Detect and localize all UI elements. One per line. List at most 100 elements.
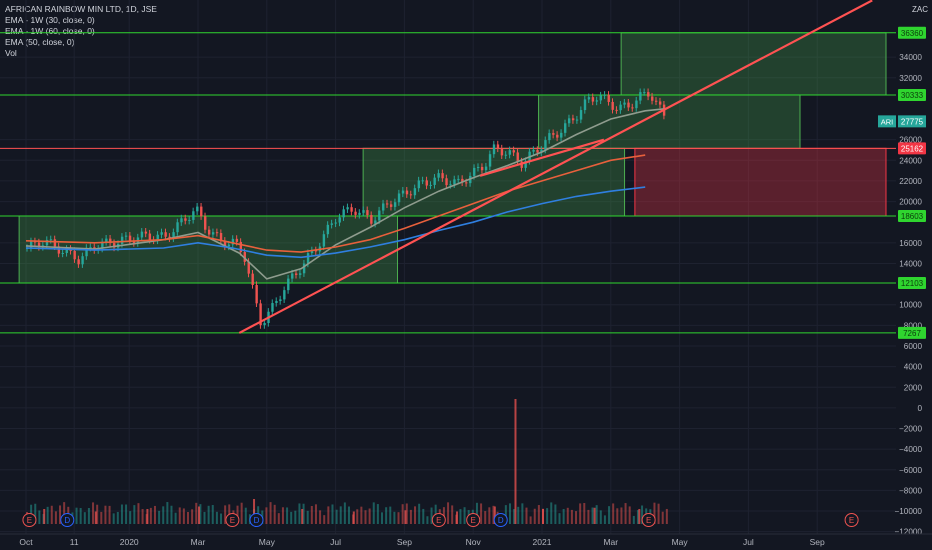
volume-bar [493,506,496,524]
candle-body [643,92,646,94]
candle-body [259,303,262,326]
volume-bar [38,510,41,524]
volume-bar [480,503,483,524]
volume-bar [603,515,606,524]
candle-body [599,95,603,101]
symbol-title[interactable]: AFRICAN RAINBOW MIN LTD, 1D, JSE [5,4,157,14]
candle-body [405,190,409,195]
candle-body [647,92,650,97]
ema-50-indicator[interactable]: EMA (50, close, 0) [5,37,75,47]
candle-body [579,110,583,120]
time-tick-label: Mar [603,537,618,547]
volume-bar [364,510,367,524]
volume-bar [620,507,623,524]
price-tick-label: 22000 [899,177,922,186]
candle-body [49,239,53,241]
volume-bar [146,509,149,524]
volume-bar [281,507,284,524]
chart-legend: AFRICAN RAINBOW MIN LTD, 1D, JSE EMA - 1… [5,4,157,59]
volume-bar [339,506,342,524]
volume-bar [186,511,189,524]
volume-bar [492,505,495,524]
earnings-event-icon[interactable] [225,513,240,527]
price-tick-label: 34000 [899,53,922,62]
volume-bar [158,510,161,524]
candle-body [393,202,397,207]
candle-body [552,133,555,135]
trendline[interactable] [479,138,605,177]
volume-bar [661,511,664,524]
volume-bar [133,505,136,524]
price-tick-label: 20000 [899,198,922,207]
earnings-event-icon[interactable] [844,513,859,527]
candle-body [192,211,195,220]
candle-body [540,149,543,153]
volume-bar [401,504,404,524]
trendline[interactable] [238,0,873,334]
earnings-event-icon[interactable] [22,513,37,527]
volume-bar [79,508,82,524]
level-price-label: 25162 [901,144,924,153]
volume-bar [533,508,536,524]
volume-bar [46,506,49,524]
candle-body [322,234,326,247]
volume-bar [335,509,338,524]
volume-bar [405,503,408,524]
candle-body [560,132,563,138]
candle-body [433,177,436,185]
volume-bar [608,506,611,524]
dividend-event-icon[interactable] [60,513,75,527]
candle-body [65,248,68,253]
event-marker-label: E [230,516,235,525]
volume-bar [638,509,641,524]
candle-body [449,184,452,186]
volume-bar [191,509,194,524]
candle-body [330,223,334,225]
earnings-event-icon[interactable] [431,513,446,527]
candle-body [200,206,203,217]
volume-bar [389,506,392,524]
volume-bar [579,503,582,524]
candle-body [176,222,179,233]
volume-bar [92,502,95,524]
candle-body [346,207,349,210]
candle-body [445,178,448,186]
volume-bar [447,502,450,524]
volume-bar [554,504,557,524]
volume-bar [488,507,491,524]
volume-bar [537,505,540,524]
candle-body [480,166,484,171]
volume-bar [87,507,90,524]
candle-body [484,166,488,171]
ema-30-indicator[interactable]: EMA - 1W (30, close, 0) [5,15,95,25]
earnings-event-icon[interactable] [466,513,481,527]
candle-body [461,178,464,183]
candle-body [421,180,424,182]
candle-body [429,184,432,186]
dividend-event-icon[interactable] [249,513,264,527]
dividend-event-icon[interactable] [493,513,508,527]
candle-body [587,97,591,100]
volume-bar [203,511,206,524]
candle-body [595,100,599,102]
price-tick-label: 26000 [899,136,922,145]
red-zone [634,147,887,217]
volume-bar [426,516,429,524]
earnings-event-icon[interactable] [641,513,656,527]
level-price-badge [898,277,926,290]
volume-bar [418,503,421,524]
candle-body [441,173,444,179]
candle-body [85,247,88,257]
time-tick-label: Oct [19,537,33,547]
candle-body [496,144,500,149]
volume-bar [347,506,350,524]
volume-bar [277,513,280,524]
volume-bar [641,505,644,524]
volume-bar [112,513,115,524]
ema-50-line [25,186,646,259]
price-tick-label: −2000 [899,425,922,434]
volume-indicator[interactable]: Vol [5,48,17,58]
candle-body [128,235,132,241]
ema-60-indicator[interactable]: EMA - 1W (60, close, 0) [5,26,95,36]
